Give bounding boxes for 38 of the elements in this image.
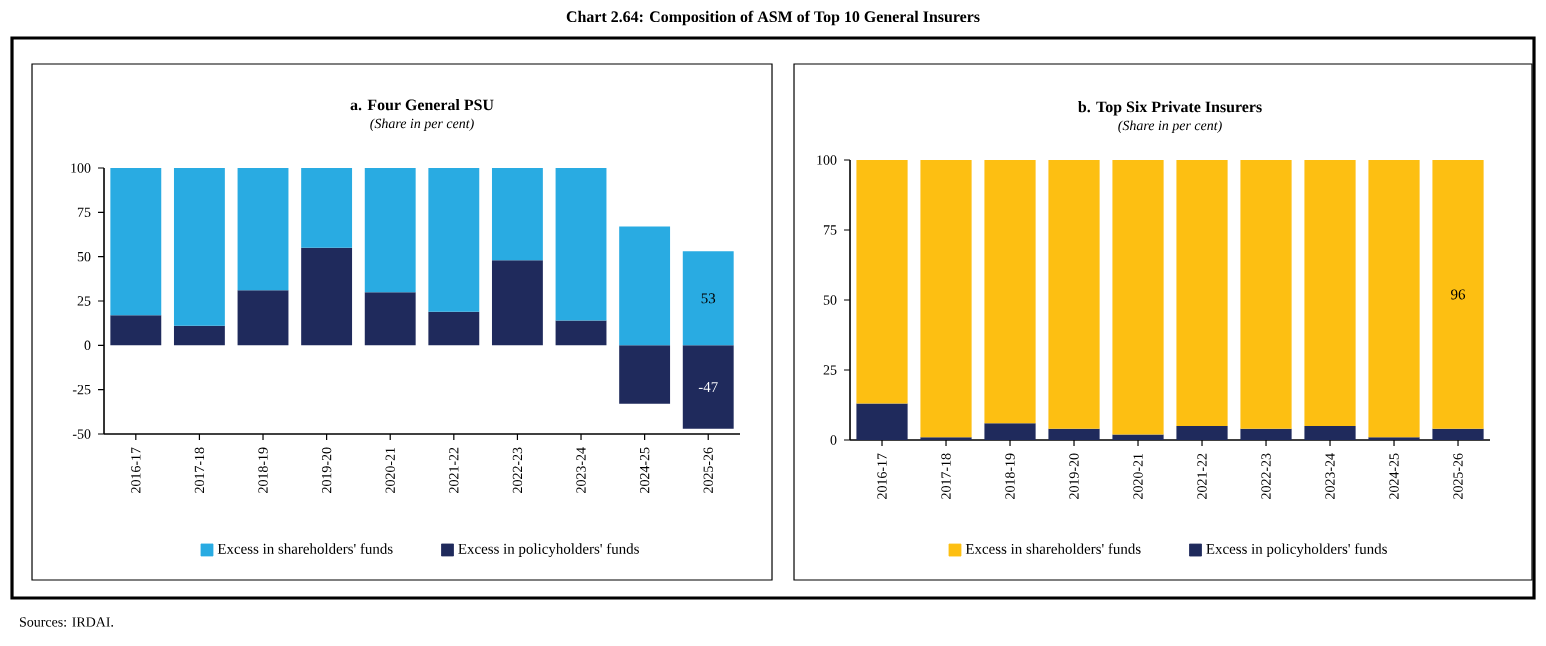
- bar: [619, 345, 671, 404]
- bar: [682, 251, 734, 346]
- bar: [301, 247, 353, 346]
- bar: [555, 320, 607, 346]
- bar: [301, 168, 353, 248]
- bar: [1240, 160, 1292, 429]
- bar: [1304, 426, 1356, 440]
- bar: [1432, 428, 1484, 440]
- bar: [364, 168, 416, 293]
- bar: [173, 168, 225, 326]
- bar: [856, 160, 908, 404]
- bar: [1176, 160, 1228, 426]
- bar: [364, 292, 416, 346]
- bar: [491, 168, 543, 261]
- bar: [173, 325, 225, 346]
- bar: [1240, 428, 1292, 440]
- bar: [237, 168, 289, 291]
- bar: [1432, 160, 1484, 429]
- bar: [1304, 160, 1356, 426]
- bar: [110, 315, 162, 346]
- bar: [1112, 160, 1164, 435]
- bar: [1368, 160, 1420, 438]
- bar: [110, 168, 162, 316]
- bar: [682, 345, 734, 429]
- bar: [1048, 428, 1100, 440]
- bar: [491, 260, 543, 346]
- bar: [428, 311, 480, 346]
- bar: [428, 168, 480, 312]
- bar: [984, 160, 1036, 424]
- bar: [1048, 160, 1100, 429]
- bar: [1112, 434, 1164, 440]
- bar: [1176, 426, 1228, 440]
- bar: [555, 168, 607, 321]
- bar: [619, 226, 671, 346]
- bar: [856, 403, 908, 440]
- bar: [984, 423, 1036, 440]
- bar: [237, 290, 289, 346]
- bar: [920, 160, 972, 438]
